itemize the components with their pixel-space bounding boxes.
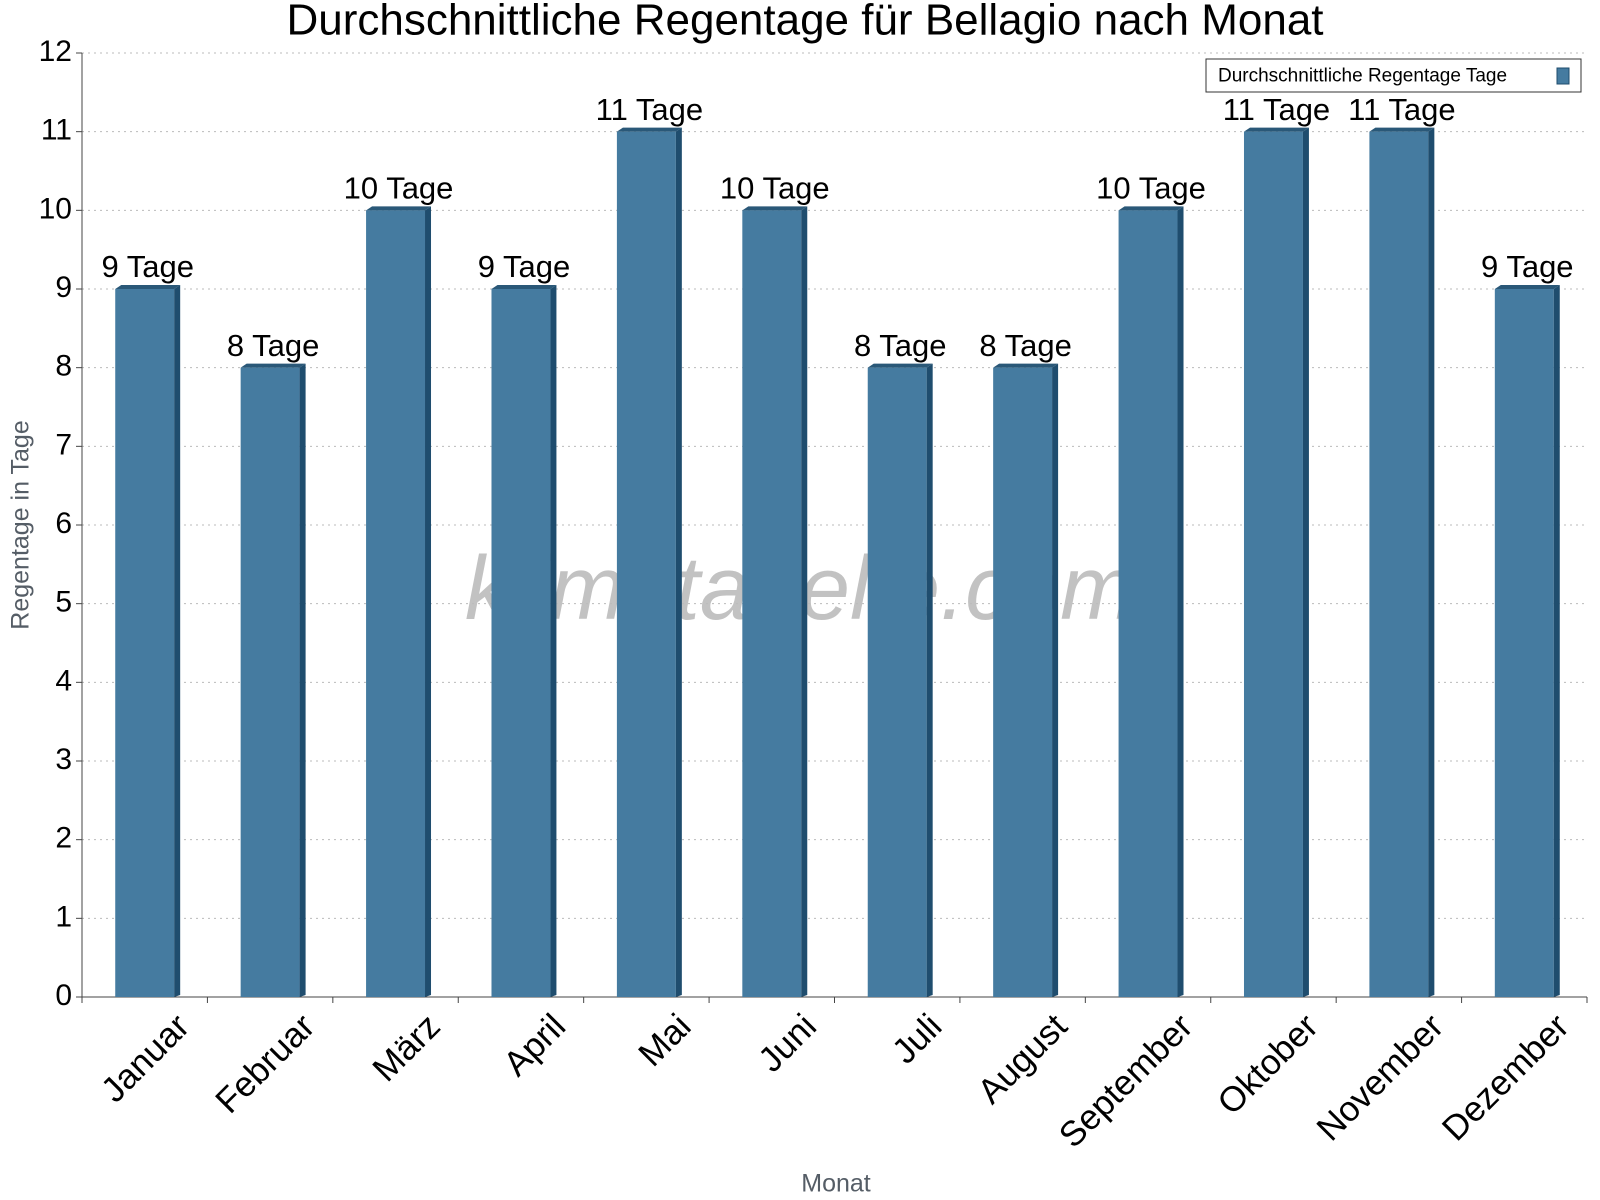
chart-title: Durchschnittliche Regentage für Bellagio… [286, 0, 1323, 45]
bar [1243, 131, 1303, 997]
y-tick-label: 12 [39, 35, 72, 68]
value-label: 10 Tage [1096, 171, 1206, 206]
bar-side [550, 285, 557, 997]
value-label: 8 Tage [979, 328, 1072, 363]
value-label: 8 Tage [227, 328, 320, 363]
bar-top [240, 363, 306, 368]
y-tick-label: 8 [55, 350, 72, 383]
bar-side [174, 285, 181, 997]
bar-top [491, 285, 557, 289]
bar [366, 210, 426, 998]
bar-side [1177, 206, 1184, 998]
y-tick-label: 10 [39, 192, 72, 225]
value-label: 9 Tage [478, 249, 571, 284]
value-label: 10 Tage [344, 171, 454, 206]
bar-side [1553, 285, 1560, 997]
x-tick-label: November [1309, 1006, 1451, 1148]
bar [240, 367, 300, 998]
bar-side [801, 206, 808, 998]
value-label: 11 Tage [1348, 92, 1455, 127]
bar-side [675, 127, 682, 997]
x-tick-label: Januar [94, 1006, 197, 1109]
bar [616, 131, 676, 997]
x-tick-label: Juni [751, 1007, 824, 1080]
bar-top [115, 285, 181, 289]
y-tick-label: 1 [55, 900, 72, 933]
bar [742, 210, 802, 998]
bar [1369, 131, 1429, 997]
x-tick-label: Mai [631, 1007, 698, 1074]
bar [1118, 210, 1178, 998]
bar [491, 289, 551, 997]
bar-top [616, 127, 682, 132]
legend-label: Durchschnittliche Regentage Tage [1218, 66, 1507, 87]
legend-box [1205, 58, 1582, 93]
bar-top [1494, 285, 1560, 289]
bar [993, 367, 1053, 998]
x-tick-label: Juli [885, 1007, 950, 1072]
bar-top [742, 206, 808, 211]
x-tick-label: Februar [208, 1006, 322, 1120]
value-label: 9 Tage [1481, 249, 1574, 284]
y-tick-label: 11 [41, 114, 72, 147]
bar [115, 289, 175, 997]
bar-top [1243, 127, 1309, 132]
y-tick-label: 3 [55, 743, 72, 776]
y-axis-label: Regentage in Tage [7, 420, 35, 629]
bar-side [1302, 127, 1309, 997]
x-tick-label: Dezember [1435, 1006, 1577, 1148]
bar-side [1052, 363, 1059, 998]
value-label: 10 Tage [720, 171, 830, 206]
bar-top [867, 363, 933, 368]
value-label: 9 Tage [101, 249, 194, 284]
bar-side [299, 363, 306, 998]
bar [1494, 289, 1554, 997]
bar-top [1369, 127, 1435, 132]
value-label: 11 Tage [1223, 92, 1330, 127]
y-tick-label: 7 [55, 428, 72, 461]
x-tick-label: August [970, 1006, 1075, 1111]
y-tick-label: 2 [55, 822, 72, 855]
y-tick-label: 5 [55, 586, 72, 619]
x-tick-label: September [1052, 1006, 1201, 1155]
x-axis-label: Monat [801, 1170, 871, 1198]
x-tick-label: April [496, 1007, 573, 1084]
legend-swatch [1556, 67, 1570, 85]
x-tick-label: März [365, 1007, 448, 1090]
y-tick-label: 0 [55, 979, 72, 1012]
bar-side [425, 206, 432, 998]
value-label: 11 Tage [596, 92, 703, 127]
bar-top [1118, 206, 1184, 211]
x-tick-label: Oktober [1210, 1006, 1326, 1122]
bar-top [366, 206, 432, 211]
y-tick-label: 9 [55, 271, 72, 304]
y-tick-label: 4 [55, 664, 72, 697]
bar-side [926, 363, 933, 998]
y-tick-label: 6 [55, 507, 72, 540]
bar-top [993, 363, 1059, 368]
value-label: 8 Tage [854, 328, 947, 363]
bar-side [1428, 127, 1435, 997]
bar [867, 367, 927, 998]
